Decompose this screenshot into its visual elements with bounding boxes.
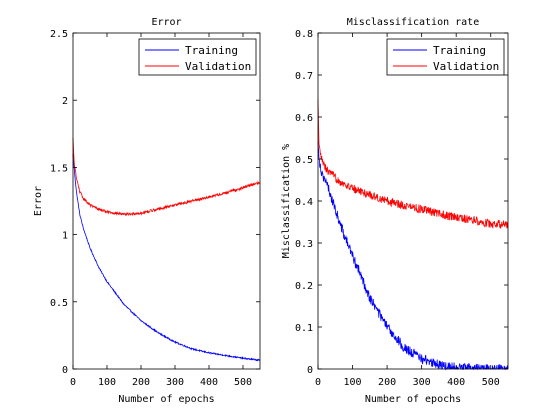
legend: Training Validation <box>138 38 257 76</box>
x-tick-label: 100 <box>98 377 116 388</box>
y-tick-label: 2 <box>62 96 68 107</box>
validation-series-line <box>317 99 509 229</box>
axes-frame <box>72 32 261 370</box>
x-tick-label: 200 <box>378 377 396 388</box>
y-tick-label: 0.6 <box>295 113 313 124</box>
x-tick-label: 200 <box>132 377 150 388</box>
x-tick-label: 500 <box>482 377 500 388</box>
y-tick-label: 0.2 <box>295 281 313 292</box>
chart-title: Error <box>151 17 181 28</box>
y-tick-label: 0.7 <box>295 71 313 82</box>
validation-legend-label: Validation <box>433 60 499 73</box>
y-tick-label: 2.5 <box>50 29 68 40</box>
y-tick-label: 1.5 <box>50 163 68 174</box>
legend: Training Validation <box>386 38 505 76</box>
plot-area <box>73 33 260 369</box>
y-tick-label: 0 <box>62 365 68 376</box>
x-tick-label: 400 <box>447 377 465 388</box>
legend-box <box>138 38 257 76</box>
x-axis-label: Number of epochs <box>365 394 461 405</box>
y-tick-label: 0.1 <box>295 323 313 334</box>
y-tick-label: 0.3 <box>295 239 313 250</box>
plot-area <box>318 33 508 369</box>
x-tick-label: 0 <box>315 377 321 388</box>
x-tick-label: 300 <box>413 377 431 388</box>
legend-box <box>386 38 505 76</box>
x-tick-label: 500 <box>234 377 252 388</box>
y-tick-label: 0.5 <box>50 298 68 309</box>
validation-legend-label: Validation <box>185 60 251 73</box>
y-tick-label: 0 <box>307 365 313 376</box>
x-tick-label: 0 <box>70 377 76 388</box>
y-axis-label: Error <box>33 186 44 216</box>
x-tick-label: 100 <box>344 377 362 388</box>
misclassification-chart: 0 100 200 300 400 500 0 0.1 0.2 0.3 0.4 0.5 0.6 0.7 0.… <box>281 17 509 405</box>
training-legend-label: Training <box>185 44 238 57</box>
x-tick-label: 300 <box>166 377 184 388</box>
y-tick-label: 0.5 <box>295 155 313 166</box>
chart-title: Misclassification rate <box>347 17 479 28</box>
y-tick-label: 1 <box>62 231 68 242</box>
x-tick-label: 400 <box>200 377 218 388</box>
y-tick-label: 0.8 <box>295 29 313 40</box>
training-legend-label: Training <box>433 44 486 57</box>
validation-series-line <box>72 137 261 217</box>
x-axis-label: Number of epochs <box>118 394 214 405</box>
error-chart: 0 100 200 300 400 500 0 0.5 1 1.5 2 2.5 Error Number … <box>33 17 261 405</box>
y-tick-label: 0.4 <box>295 197 313 208</box>
training-series-line <box>317 141 509 371</box>
training-series-line <box>72 153 261 362</box>
y-axis-label: Misclassification % <box>281 144 292 258</box>
